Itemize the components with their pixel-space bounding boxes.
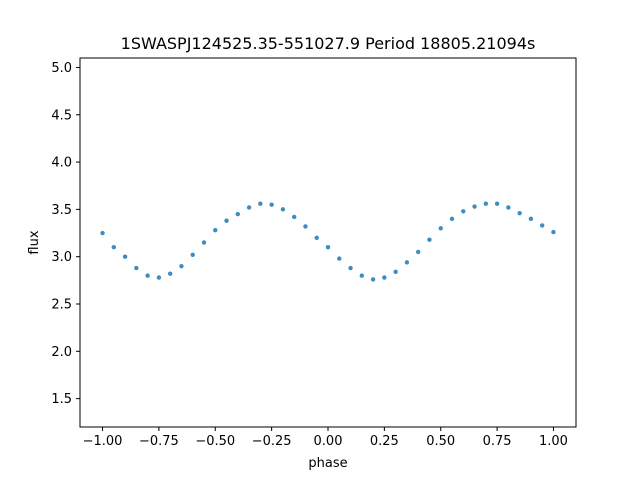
data-point	[303, 224, 308, 229]
data-point	[348, 265, 353, 271]
data-point	[213, 228, 218, 233]
data-point	[382, 275, 387, 280]
data-point	[517, 210, 522, 216]
y-tick-label: 1.5	[51, 392, 72, 407]
data-point	[235, 211, 241, 217]
data-point	[156, 275, 162, 280]
data-point	[506, 205, 511, 210]
data-point	[325, 245, 331, 250]
x-tick-label: −0.50	[195, 434, 235, 449]
data-point	[359, 273, 365, 278]
y-tick-label: 4.5	[51, 108, 72, 123]
y-tick-label: 4.0	[51, 156, 72, 171]
data-point	[472, 204, 477, 209]
data-point	[528, 216, 534, 222]
data-points	[100, 201, 556, 282]
data-point	[449, 216, 455, 222]
y-axis-label: flux	[27, 230, 42, 254]
data-point	[291, 214, 297, 220]
x-axis-ticks: −1.00 −0.75 −0.50 −0.25 0.00 0.25 0.50 0.75 1.00	[83, 427, 568, 449]
data-point	[167, 271, 173, 276]
data-point	[258, 201, 263, 206]
data-point	[314, 235, 319, 240]
x-tick-label: −1.00	[83, 434, 123, 449]
data-point	[337, 256, 342, 261]
y-tick-label: 3.0	[51, 250, 72, 265]
data-point	[179, 263, 184, 269]
data-point	[190, 252, 195, 257]
data-point	[269, 202, 274, 207]
data-point	[461, 209, 466, 214]
data-point	[494, 201, 500, 206]
y-tick-label: 5.0	[51, 61, 72, 76]
data-point	[145, 273, 150, 278]
data-point	[246, 205, 252, 210]
data-point	[100, 230, 105, 236]
x-tick-label: 0.00	[314, 434, 343, 449]
data-point	[539, 223, 545, 228]
data-point	[280, 207, 286, 212]
data-point	[111, 245, 117, 250]
chart-title: 1SWASPJ124525.35-551027.9 Period 18805.2…	[121, 34, 536, 53]
y-axis-ticks: 1.5 2.0 2.5 3.0 3.5 4.0 4.5 5.0	[51, 61, 80, 407]
data-point	[370, 277, 376, 282]
data-point	[551, 229, 556, 235]
x-tick-label: 0.25	[370, 434, 399, 449]
data-point	[483, 201, 489, 206]
x-tick-label: −0.25	[252, 434, 292, 449]
x-tick-label: 0.50	[426, 434, 455, 449]
data-point	[224, 218, 229, 223]
x-tick-label: −0.75	[139, 434, 179, 449]
data-point	[415, 249, 421, 255]
data-point	[393, 269, 398, 275]
data-point	[201, 240, 207, 245]
data-point	[438, 226, 443, 231]
data-point	[404, 260, 410, 265]
data-point	[134, 265, 139, 271]
data-point	[427, 237, 432, 242]
y-tick-label: 3.5	[51, 203, 72, 218]
y-tick-label: 2.0	[51, 345, 72, 360]
x-tick-label: 0.75	[483, 434, 512, 449]
x-axis-label: phase	[308, 456, 347, 471]
x-tick-label: 1.00	[539, 434, 568, 449]
data-point	[122, 254, 128, 259]
y-tick-label: 2.5	[51, 298, 72, 313]
